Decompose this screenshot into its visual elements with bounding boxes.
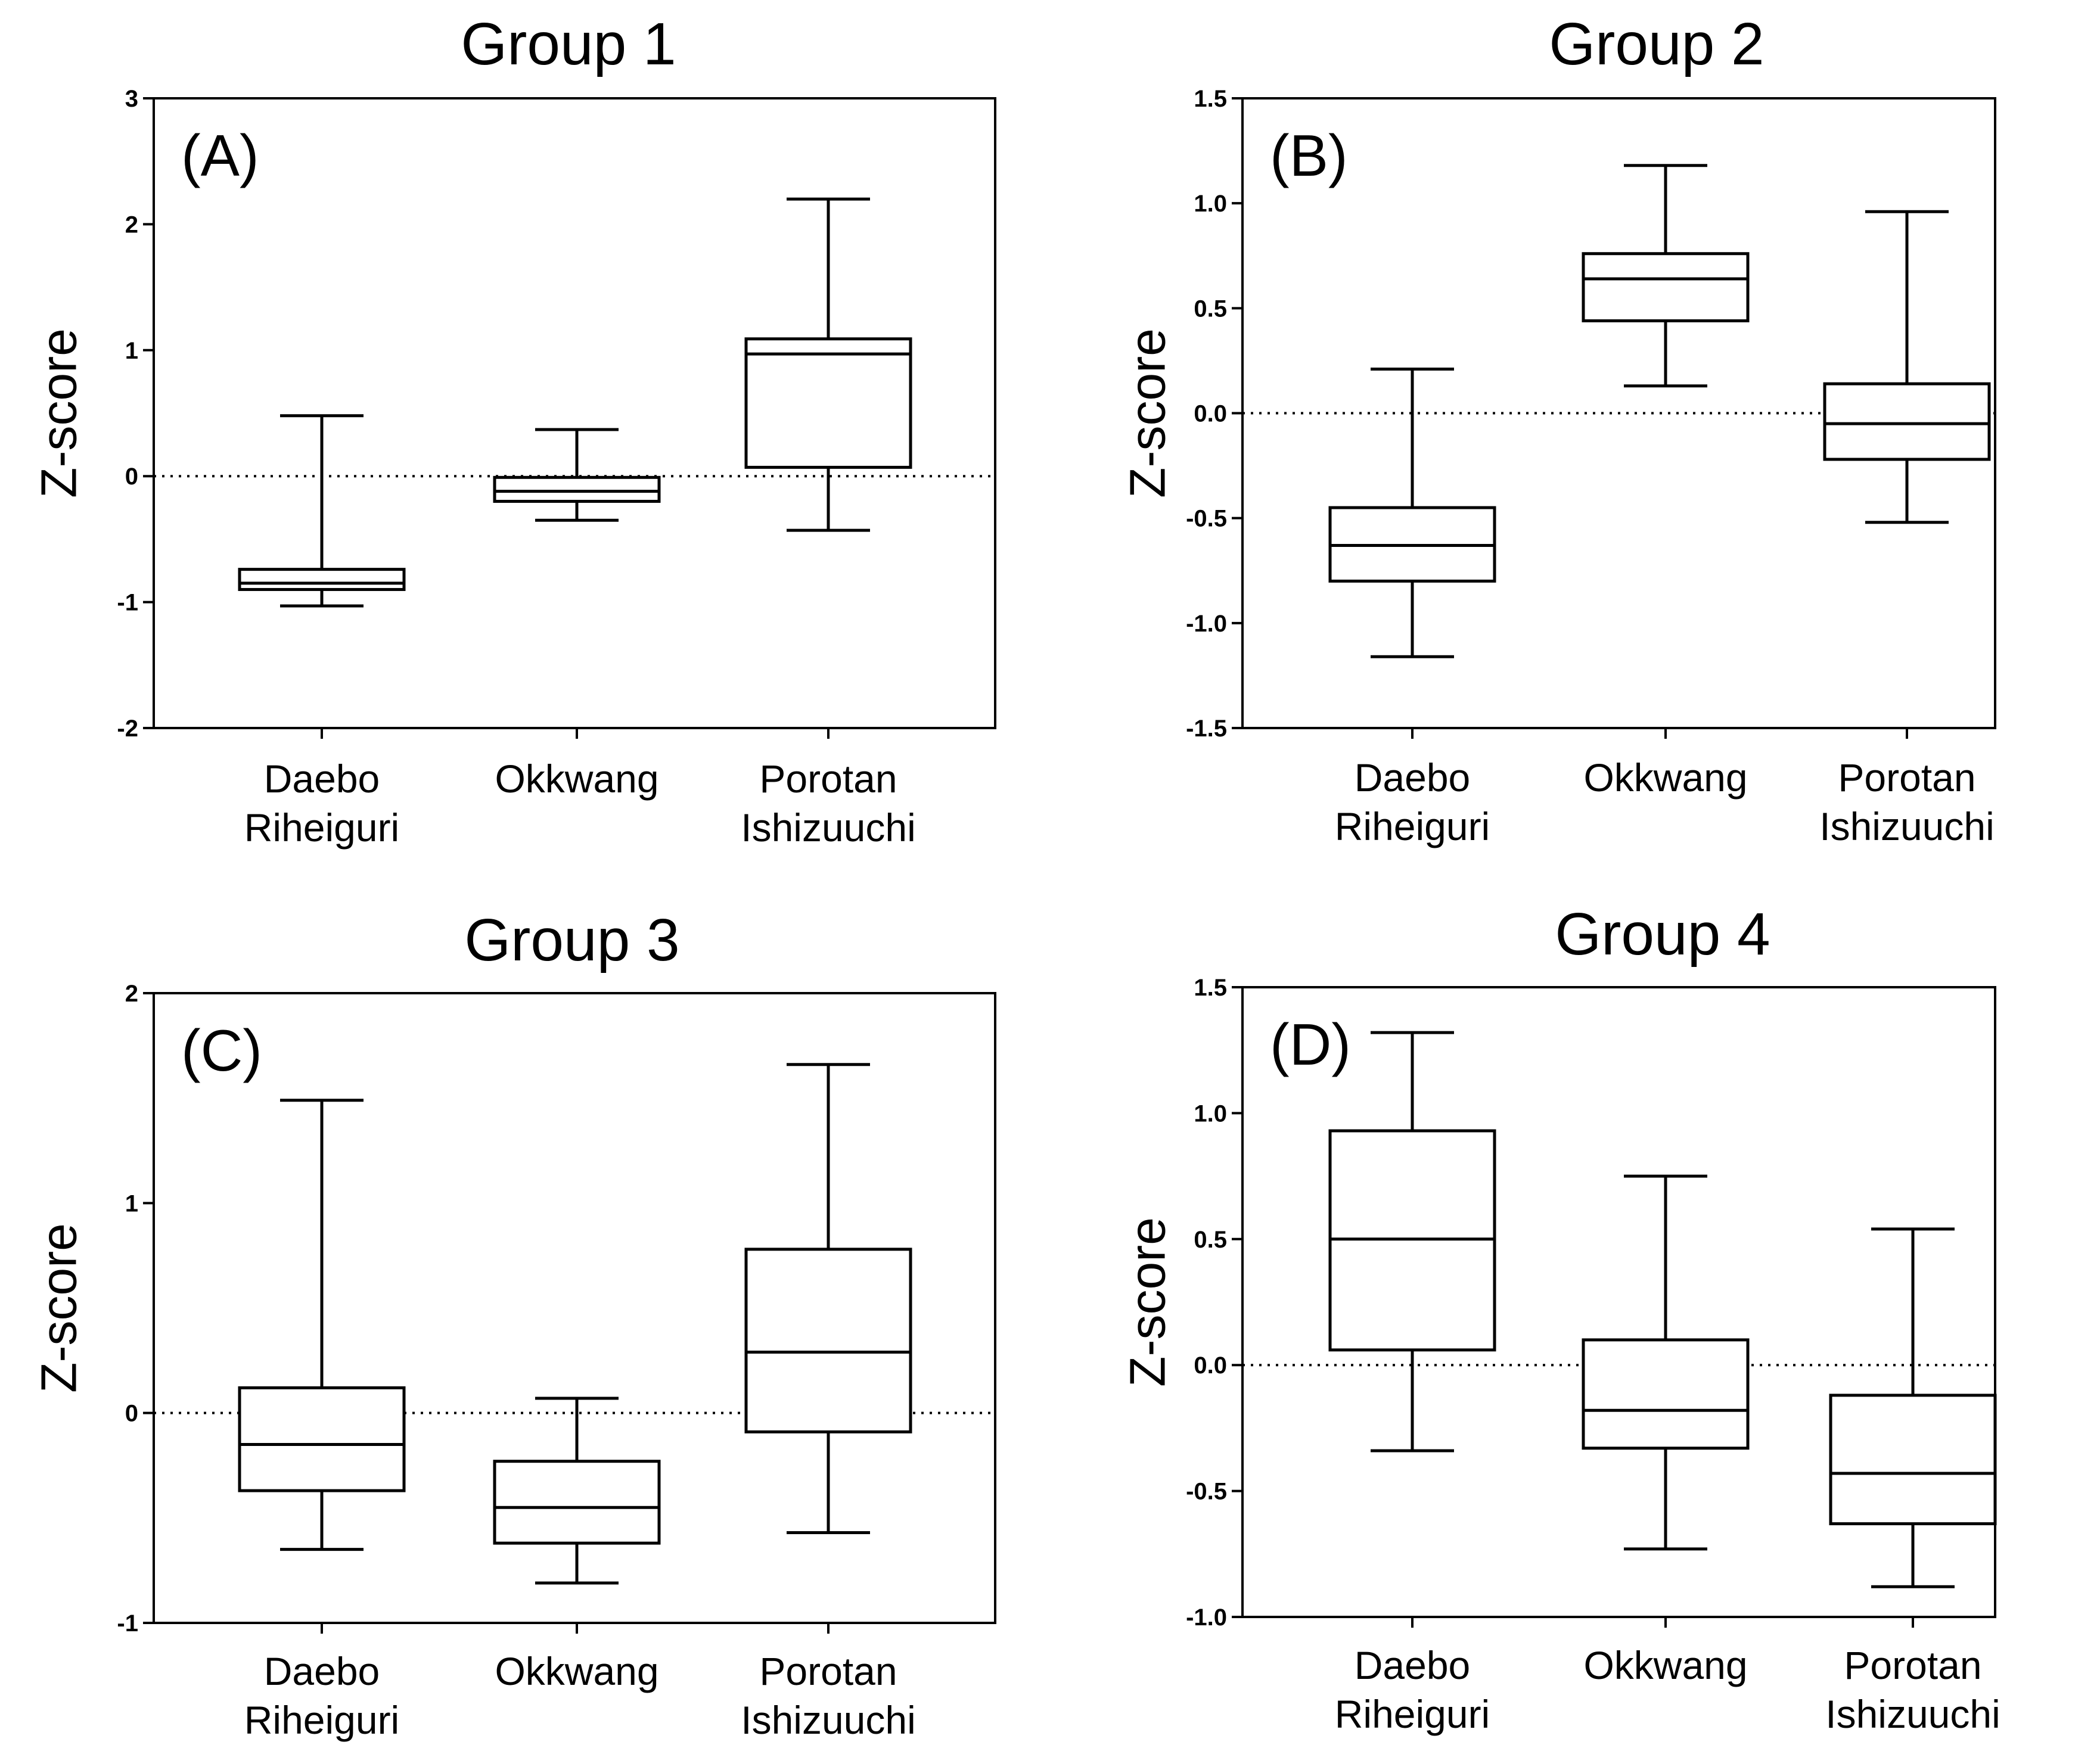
- x-category-label-3-1: Okkwang: [495, 1649, 658, 1693]
- box-4-1: [1582, 1338, 1750, 1450]
- y-tick-label-2-4: 0.5: [1194, 296, 1227, 322]
- panel-label-4: (D): [1270, 1012, 1351, 1077]
- y-axis-label-3: Z-score: [30, 1223, 86, 1393]
- x-category-label-2-2-line1: Porotan: [1838, 755, 1975, 800]
- x-category-label-1-1: Okkwang: [495, 757, 658, 801]
- x-category-label-4-2-line2: Ishizuuchi: [1825, 1692, 2000, 1736]
- plot-frame-1: [153, 97, 996, 729]
- x-category-label-1-0-line2: Riheiguri: [244, 805, 399, 850]
- y-tick-label-1-1: -1: [117, 590, 138, 616]
- box-3-0: [238, 1386, 406, 1492]
- y-tick-label-2-1: -1.0: [1186, 611, 1227, 637]
- x-category-label-4-0-line1: Daebo: [1355, 1643, 1471, 1687]
- y-tick-label-4-1: -0.5: [1186, 1479, 1227, 1505]
- x-category-label-4-2-line1: Porotan: [1844, 1643, 1981, 1687]
- y-axis-label-4: Z-score: [1119, 1217, 1175, 1387]
- panel-title-1: Group 1: [461, 11, 676, 77]
- box-2-2: [1823, 382, 1991, 461]
- x-category-label-2-2-line2: Ishizuuchi: [1819, 804, 1995, 848]
- box-4-2: [1829, 1394, 1997, 1526]
- y-tick-label-3-2: 1: [125, 1190, 138, 1217]
- box-1-2: [744, 337, 912, 469]
- panel-title-4: Group 4: [1555, 901, 1770, 968]
- y-tick-label-1-0: -2: [117, 716, 138, 742]
- box-2-1: [1582, 252, 1750, 322]
- plot-frame-4: [1241, 986, 1996, 1618]
- box-3-1: [493, 1460, 661, 1545]
- y-tick-label-3-0: -1: [117, 1610, 138, 1637]
- y-tick-label-1-3: 1: [125, 338, 138, 364]
- y-axis-label-2: Z-score: [1119, 328, 1175, 498]
- y-tick-label-1-2: 0: [125, 464, 138, 490]
- x-category-label-2-0-line2: Riheiguri: [1335, 804, 1490, 848]
- x-category-label-3-0-line1: Daebo: [264, 1649, 380, 1693]
- x-category-label-1-0-line1: Daebo: [264, 757, 380, 801]
- y-tick-label-4-0: -1.0: [1186, 1604, 1227, 1631]
- plot-frame-3: [153, 992, 996, 1624]
- x-category-label-3-2-line2: Ishizuuchi: [741, 1698, 916, 1742]
- x-category-label-2-0-line1: Daebo: [1355, 755, 1471, 800]
- box-1-0: [238, 568, 406, 591]
- panel-label-3: (C): [181, 1018, 262, 1083]
- box-3-2: [744, 1248, 912, 1433]
- y-tick-label-4-4: 1.0: [1194, 1100, 1227, 1127]
- x-category-label-1-2-line2: Ishizuuchi: [741, 805, 916, 850]
- y-tick-label-3-1: 0: [125, 1401, 138, 1427]
- x-category-label-1-2-line1: Porotan: [759, 757, 897, 801]
- panel-label-2: (B): [1270, 123, 1348, 188]
- y-tick-label-2-0: -1.5: [1186, 716, 1227, 742]
- panel-title-2: Group 2: [1549, 11, 1764, 77]
- y-tick-label-4-2: 0.0: [1194, 1352, 1227, 1379]
- x-category-label-4-1: Okkwang: [1583, 1643, 1747, 1687]
- panel-title-3: Group 3: [464, 907, 679, 974]
- y-tick-label-3-3: 2: [125, 981, 138, 1007]
- y-tick-label-2-5: 1.0: [1194, 191, 1227, 217]
- y-tick-label-4-5: 1.5: [1194, 975, 1227, 1001]
- x-category-label-3-0-line2: Riheiguri: [244, 1698, 399, 1742]
- box-1-1: [493, 475, 661, 503]
- y-tick-label-2-3: 0.0: [1194, 401, 1227, 427]
- y-tick-label-1-4: 2: [125, 212, 138, 238]
- x-category-label-2-1: Okkwang: [1583, 755, 1747, 800]
- y-tick-label-2-2: -0.5: [1186, 506, 1227, 532]
- y-axis-label-1: Z-score: [30, 328, 86, 498]
- x-category-label-4-0-line2: Riheiguri: [1335, 1692, 1490, 1736]
- x-category-label-3-2-line1: Porotan: [759, 1649, 897, 1693]
- y-tick-label-4-3: 0.5: [1194, 1227, 1227, 1253]
- y-tick-label-2-6: 1.5: [1194, 86, 1227, 112]
- panel-label-1: (A): [181, 123, 259, 188]
- y-tick-label-1-5: 3: [125, 86, 138, 112]
